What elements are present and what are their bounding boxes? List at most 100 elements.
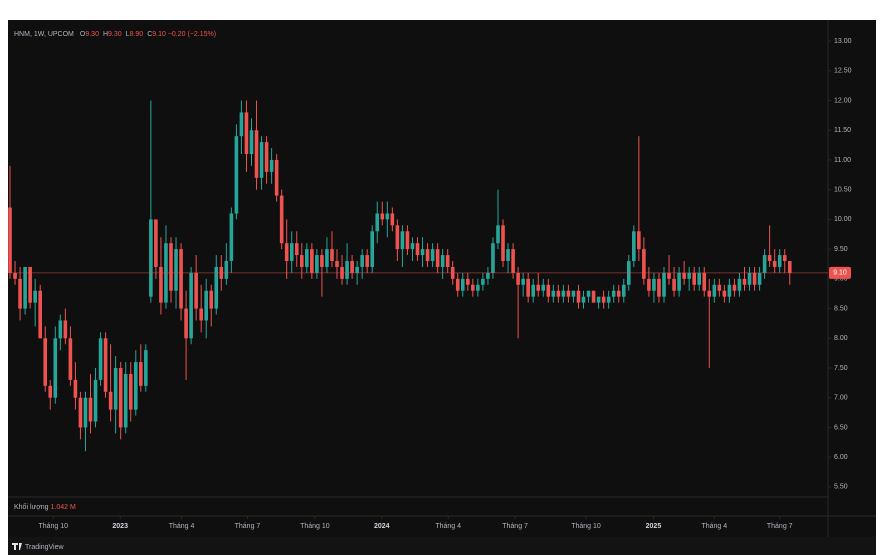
candle-body xyxy=(632,231,636,262)
candle-body xyxy=(420,249,425,256)
candle-body xyxy=(732,284,737,291)
candle-body xyxy=(320,255,324,267)
candle-body xyxy=(702,272,707,291)
candle-body xyxy=(108,391,113,410)
candle-body xyxy=(662,272,666,297)
candle-body xyxy=(284,243,289,262)
candle-body xyxy=(531,284,536,297)
candle-body xyxy=(174,249,178,291)
y-tick-label: 11.00 xyxy=(834,157,851,164)
x-tick-label: Tháng 7 xyxy=(235,523,261,530)
candle-body xyxy=(460,278,465,291)
candle-body xyxy=(777,255,782,267)
candle-body xyxy=(38,290,42,339)
candle-body xyxy=(476,284,480,291)
candle-body xyxy=(616,290,621,297)
brand-logo xyxy=(12,543,22,550)
candle-body xyxy=(169,243,173,291)
last-price-box xyxy=(829,266,851,279)
candle-body xyxy=(189,272,193,339)
candle-body xyxy=(234,136,239,214)
y-tick-label: 6.50 xyxy=(834,424,848,431)
candle-body xyxy=(707,290,712,297)
candle-body xyxy=(395,225,400,250)
candle-body xyxy=(611,290,616,297)
candle-body xyxy=(546,284,551,297)
legend-key: C xyxy=(147,31,152,38)
candle-body xyxy=(370,231,375,267)
candle-body xyxy=(214,266,219,309)
chart-background xyxy=(8,20,876,555)
candle-body xyxy=(375,213,380,232)
candle-body xyxy=(430,249,435,262)
y-tick-label: 13.00 xyxy=(834,38,852,45)
candle-body xyxy=(133,362,138,410)
candle-body xyxy=(83,397,88,428)
candle-body xyxy=(571,290,576,297)
candle-body xyxy=(128,373,133,410)
x-tick-label: Tháng 7 xyxy=(502,523,528,530)
candle-body xyxy=(772,261,777,267)
candle-body xyxy=(294,243,299,256)
last-price-label: 9.10 xyxy=(833,270,847,277)
candle-body xyxy=(330,249,334,262)
candle-body xyxy=(63,320,68,339)
candle-body xyxy=(154,219,158,267)
candle-body xyxy=(682,272,686,279)
candle-body xyxy=(380,213,385,220)
candle-body xyxy=(199,308,203,321)
candle-body xyxy=(757,272,762,285)
candle-body xyxy=(742,278,747,285)
candle-body xyxy=(677,272,681,291)
candle-body xyxy=(159,266,163,303)
candle-body xyxy=(179,249,183,309)
y-tick-label: 6.00 xyxy=(834,454,848,461)
candle-body xyxy=(551,290,556,297)
candle-body xyxy=(244,112,249,155)
candle-body xyxy=(315,255,319,273)
candle-body xyxy=(481,278,485,285)
candle-body xyxy=(506,249,510,262)
volume-label: Khối lượng xyxy=(14,502,49,511)
candle-body xyxy=(455,278,460,291)
candle-body xyxy=(556,290,561,297)
y-tick-label: 10.50 xyxy=(834,187,852,194)
candle-body xyxy=(33,290,37,303)
candle-body xyxy=(224,261,229,279)
candle-body xyxy=(325,249,329,267)
candle-body xyxy=(249,130,254,155)
y-tick-label: 7.00 xyxy=(834,395,848,402)
candle-body xyxy=(53,338,58,398)
candle-body xyxy=(149,219,153,297)
candle-body xyxy=(88,397,93,422)
candle-body xyxy=(526,278,530,297)
candle-body xyxy=(98,338,103,380)
x-tick-label: 2024 xyxy=(374,523,390,530)
candle-body xyxy=(8,207,12,273)
candle-body xyxy=(335,261,339,267)
candle-body xyxy=(113,368,118,410)
candle-body xyxy=(762,255,767,273)
legend-value: 8.90 xyxy=(130,31,144,38)
x-tick-label: 2025 xyxy=(646,523,662,530)
candle-body xyxy=(466,278,470,285)
candle-body xyxy=(601,296,606,303)
legend-value: 9.30 xyxy=(108,31,122,38)
candle-body xyxy=(274,159,279,196)
candle-body xyxy=(259,142,264,178)
candle-body xyxy=(229,213,234,262)
volume-legend: Khối lượng 1.042 M xyxy=(14,502,76,511)
candle-body xyxy=(23,266,27,309)
x-tick-label: Tháng 10 xyxy=(38,523,68,530)
candle-body xyxy=(385,213,390,220)
y-tick-label: 8.00 xyxy=(834,335,848,342)
candle-body xyxy=(511,249,515,273)
candle-body xyxy=(737,278,742,291)
x-tick-label: Tháng 10 xyxy=(571,523,601,530)
candle-body xyxy=(642,249,646,279)
candle-body xyxy=(541,284,546,291)
candle-body xyxy=(586,290,591,297)
candle-body xyxy=(310,249,314,273)
candle-body xyxy=(566,290,571,297)
